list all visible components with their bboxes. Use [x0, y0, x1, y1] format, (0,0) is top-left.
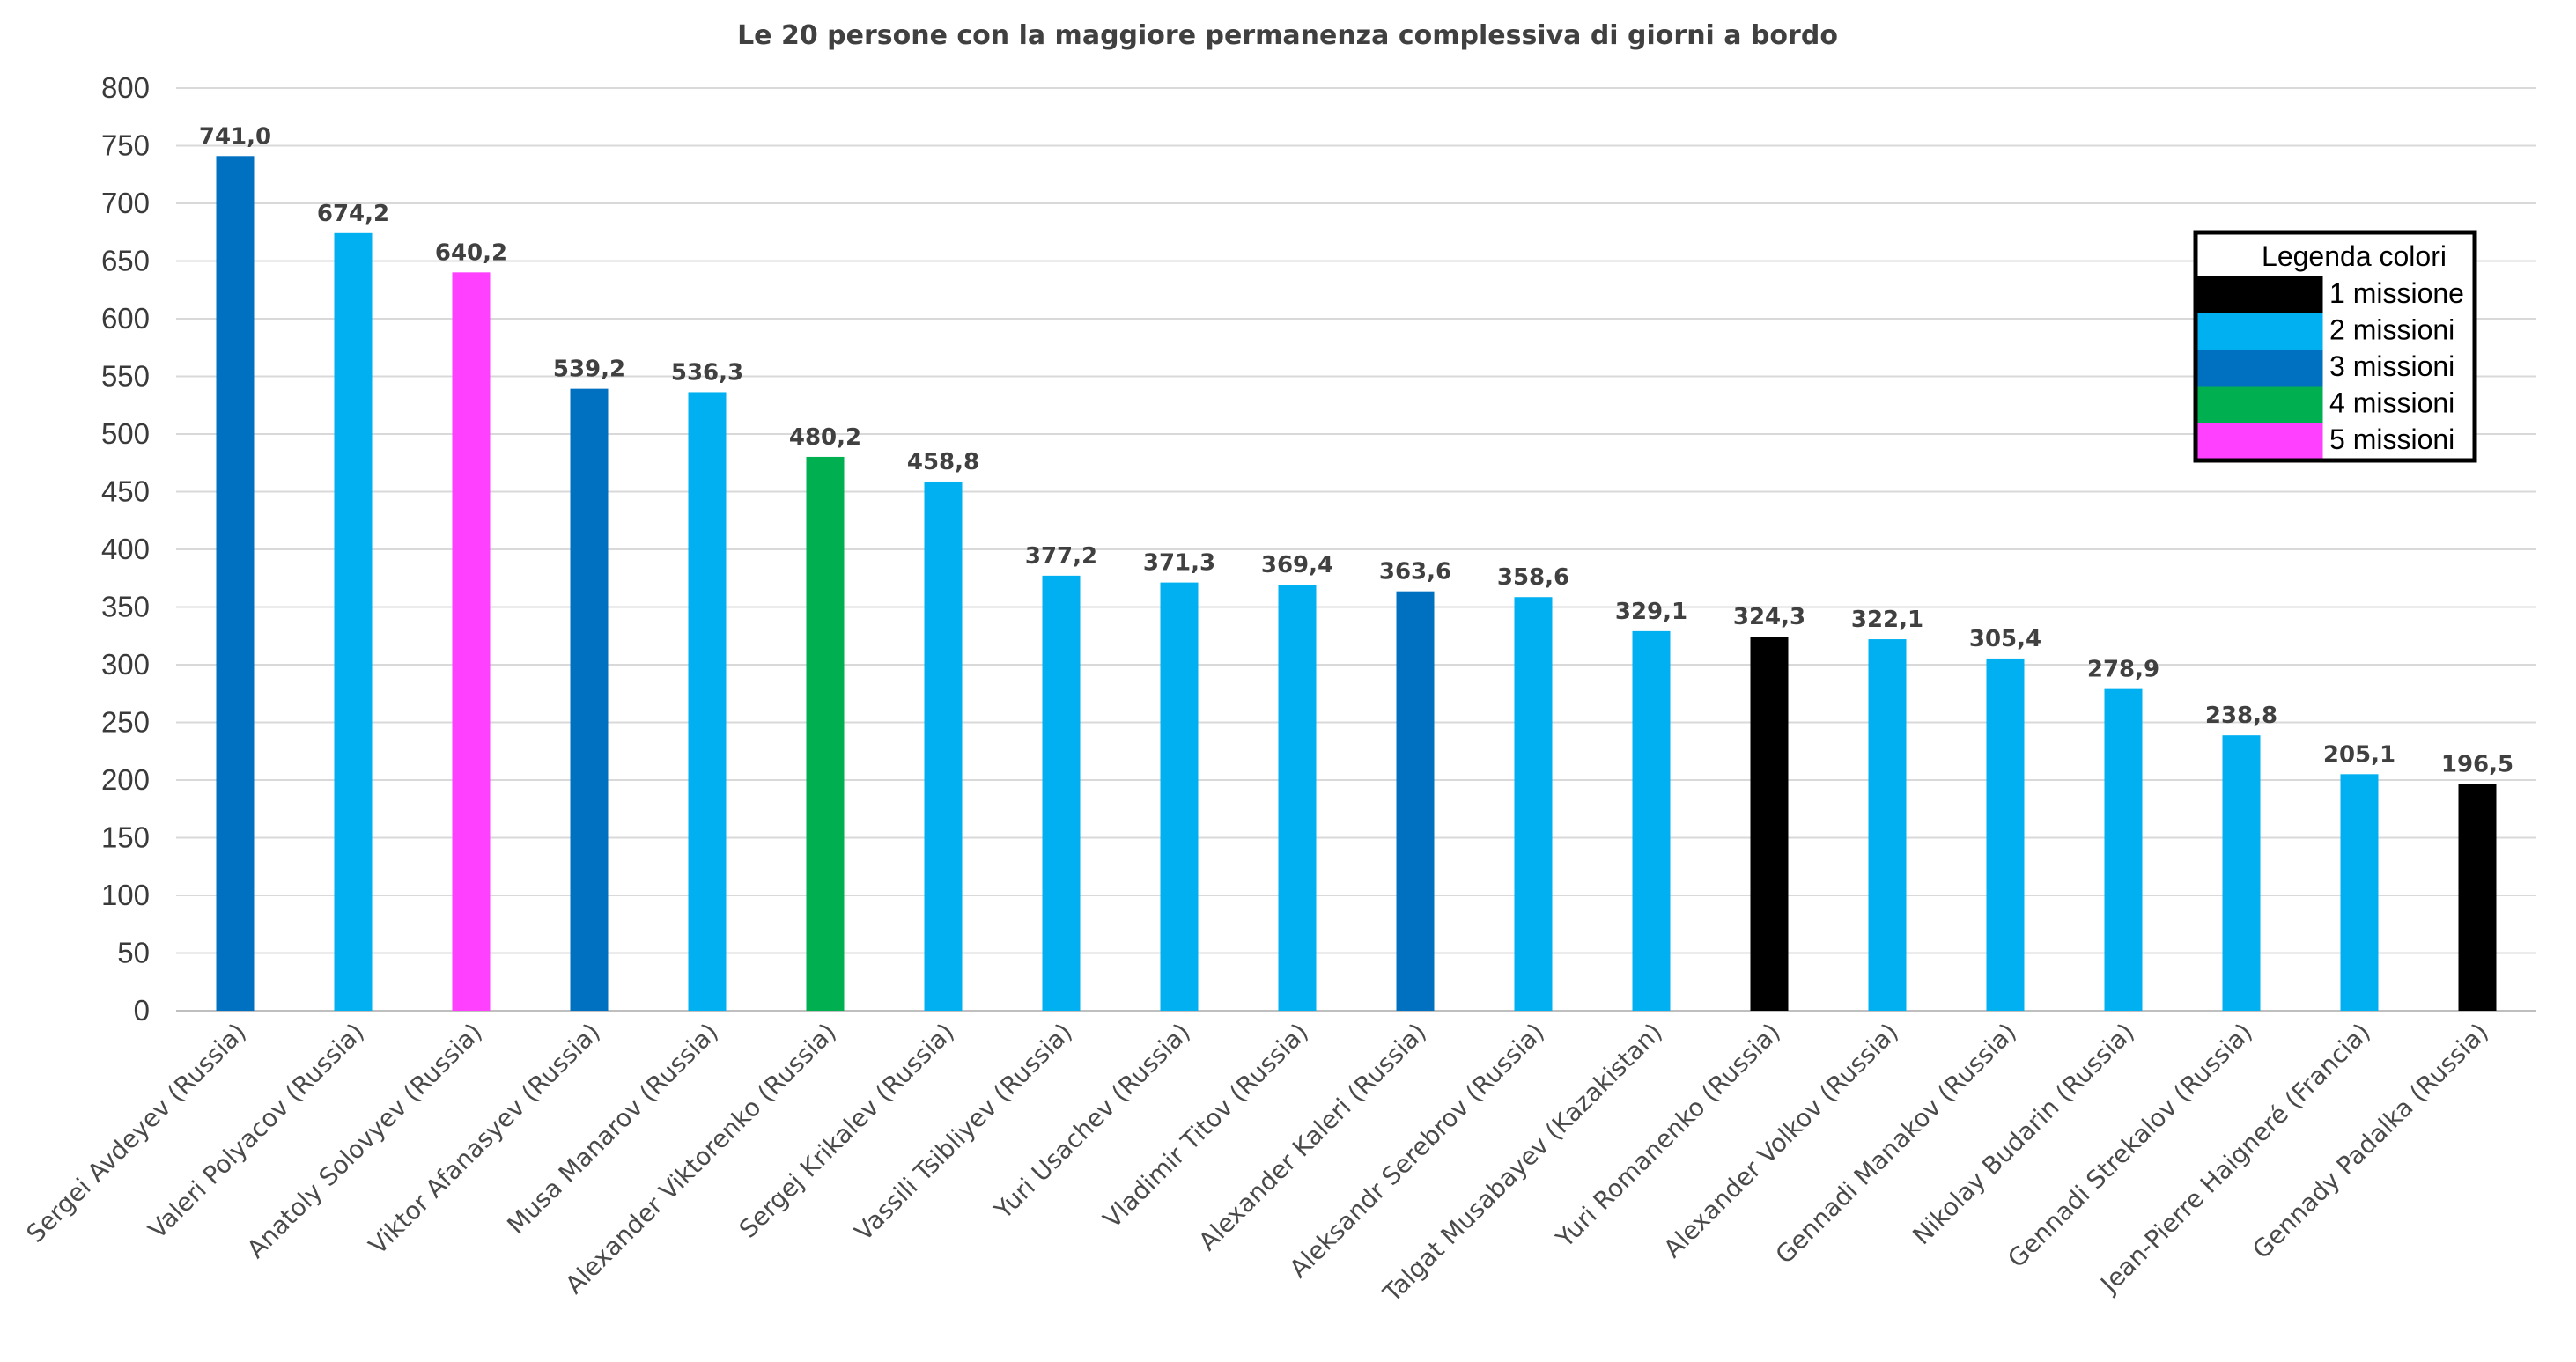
y-tick-label: 100 — [101, 879, 150, 911]
bar — [334, 232, 373, 1012]
legend-title: Legenda colori — [2262, 240, 2447, 272]
data-label: 238,8 — [2205, 703, 2277, 729]
x-tick-label: Vassili Tsibliyev (Russia) — [849, 1018, 1078, 1247]
data-label: 278,9 — [2087, 657, 2159, 683]
x-axis: Sergei Avdeyev (Russia)Valeri Polyacov (… — [21, 1018, 2494, 1308]
x-tick-label: Yuri Romanenko (Russia) — [1550, 1018, 1786, 1254]
bar — [1632, 630, 1671, 1011]
y-tick-label: 0 — [134, 994, 150, 1027]
x-tick-label: Valeri Polyacov (Russia) — [143, 1018, 370, 1245]
legend-label: 2 missioni — [2329, 314, 2454, 346]
x-tick-label: Musa Manarov (Russia) — [501, 1018, 724, 1241]
bar — [2222, 735, 2261, 1011]
x-tick-label: Yuri Usachev (Russia) — [988, 1018, 1196, 1226]
bar — [924, 481, 963, 1011]
y-tick-label: 800 — [101, 71, 150, 104]
bar — [1986, 658, 2025, 1011]
bar — [2340, 774, 2379, 1011]
bars — [216, 156, 2497, 1012]
bar — [2458, 784, 2497, 1011]
data-label: 371,3 — [1143, 550, 1215, 577]
x-tick-label: Sergej Krikalev (Russia) — [734, 1018, 960, 1244]
y-tick-label: 600 — [101, 302, 150, 335]
data-label: 741,0 — [199, 123, 271, 150]
data-label: 324,3 — [1733, 604, 1805, 630]
data-label: 640,2 — [435, 239, 507, 266]
bar — [216, 156, 255, 1012]
bar — [1160, 582, 1199, 1011]
x-tick-label: Sergei Avdeyev (Russia) — [21, 1018, 252, 1248]
legend-swatch — [2197, 386, 2323, 423]
bar — [570, 388, 609, 1011]
y-tick-label: 500 — [101, 417, 150, 450]
data-label: 458,8 — [907, 449, 979, 475]
bar — [1042, 575, 1081, 1011]
y-tick-label: 550 — [101, 360, 150, 393]
data-label: 674,2 — [317, 201, 389, 227]
x-tick-label: Gennadi Manakov (Russia) — [1770, 1018, 2022, 1270]
legend-label: 5 missioni — [2329, 423, 2454, 455]
x-tick-label: Alexander Kaleri (Russia) — [1193, 1018, 1432, 1256]
data-label: 322,1 — [1851, 607, 1923, 633]
data-label: 358,6 — [1497, 564, 1569, 591]
legend-swatch — [2197, 350, 2323, 387]
bar — [1750, 637, 1789, 1011]
data-label: 369,4 — [1261, 552, 1333, 578]
x-tick-label: Vladimir Titov (Russia) — [1097, 1018, 1314, 1234]
data-labels: 741,0 674,2 640,2 539,2 536,3 480,2 458,8 377,2… — [199, 123, 2513, 777]
y-tick-label: 150 — [101, 821, 150, 854]
y-tick-label: 650 — [101, 245, 150, 277]
y-tick-label: 400 — [101, 533, 150, 565]
legend-swatch — [2197, 423, 2323, 460]
legend-swatch — [2197, 313, 2323, 350]
y-tick-label: 250 — [101, 706, 150, 739]
legend-swatch — [2197, 276, 2323, 313]
legend-border — [2193, 230, 2477, 463]
data-label: 480,2 — [789, 424, 861, 451]
x-tick-label: Viktor Afanasyev (Russia) — [363, 1018, 606, 1261]
bar — [2104, 688, 2143, 1011]
y-tick-label: 700 — [101, 187, 150, 219]
bar — [1396, 591, 1435, 1011]
legend: Legenda colori 1 missione 2 missioni 3 mis… — [2193, 230, 2477, 463]
y-tick-label: 350 — [101, 591, 150, 623]
y-tick-label: 200 — [101, 763, 150, 796]
data-label: 196,5 — [2441, 752, 2513, 778]
x-tick-label: Alexander Volkov (Russia) — [1658, 1018, 1904, 1263]
bar — [688, 392, 727, 1011]
bar — [1514, 597, 1553, 1011]
chart-title: Le 20 persone con la maggiore permanenza… — [737, 20, 1838, 51]
y-axis: 0 50 100 150 200 250 300 350 400 450 500 550 600 650 7… — [101, 71, 150, 1027]
x-tick-label: Anatoly Solovyev (Russia) — [241, 1018, 488, 1264]
gridlines — [176, 87, 2536, 1012]
bar — [1278, 585, 1317, 1011]
legend-label: 3 missioni — [2329, 350, 2454, 382]
bar — [806, 456, 845, 1011]
data-label: 305,4 — [1969, 626, 2041, 652]
data-label: 205,1 — [2323, 741, 2395, 768]
y-tick-label: 450 — [101, 475, 150, 508]
x-tick-label: Nikolay Budarin (Russia) — [1907, 1018, 2140, 1251]
x-tick-label: Gennady Padalka (Russia) — [2247, 1018, 2494, 1265]
legend-label: 4 missioni — [2329, 387, 2454, 419]
y-tick-label: 50 — [117, 937, 150, 969]
y-tick-label: 750 — [101, 129, 150, 162]
data-label: 363,6 — [1379, 559, 1451, 585]
legend-label: 1 missione — [2329, 277, 2464, 309]
x-tick-label: Gennadi Strekalov (Russia) — [2002, 1018, 2258, 1274]
x-tick-label: Aleksandr Serebrov (Russia) — [1284, 1018, 1550, 1284]
data-label: 536,3 — [671, 359, 743, 386]
y-tick-label: 300 — [101, 648, 150, 681]
bar — [452, 272, 491, 1011]
data-label: 329,1 — [1615, 599, 1687, 625]
data-label: 539,2 — [553, 357, 625, 383]
bar — [1868, 639, 1907, 1011]
data-label: 377,2 — [1025, 543, 1097, 570]
